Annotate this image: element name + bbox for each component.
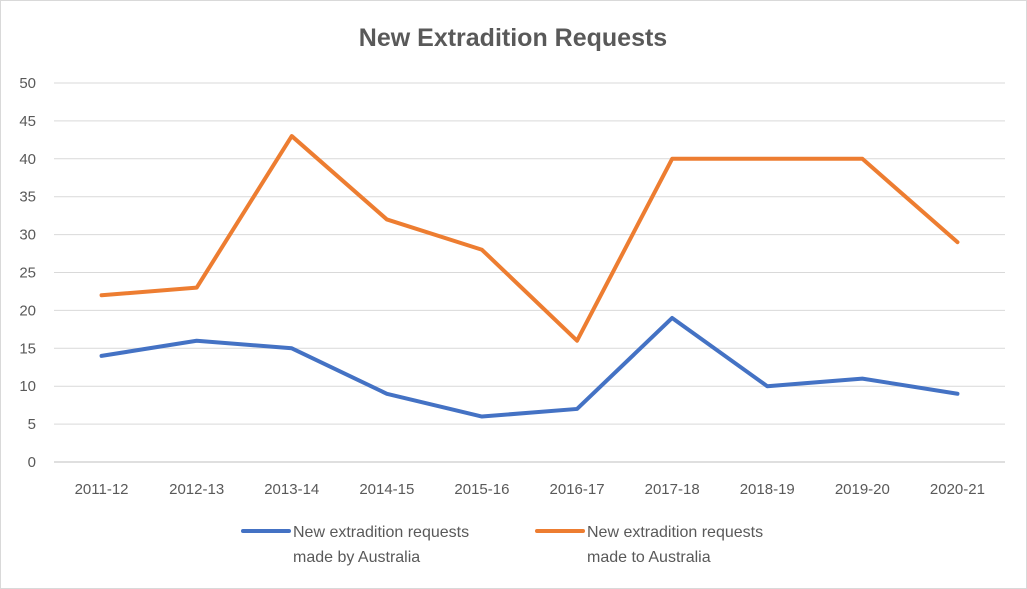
legend-label: made to Australia bbox=[587, 549, 711, 566]
series-line-2 bbox=[99, 134, 960, 343]
x-axis-ticks: 2011-12 2012-13 2013-14 2014-15 2015-16 2016-… bbox=[75, 481, 985, 498]
y-tick-label: 25 bbox=[19, 265, 36, 282]
x-tick-label: 2015-16 bbox=[454, 481, 509, 498]
legend-label: made by Australia bbox=[293, 549, 420, 566]
x-tick-label: 2011-12 bbox=[75, 481, 129, 498]
x-tick-label: 2017-18 bbox=[645, 481, 700, 498]
x-tick-label: 2019-20 bbox=[835, 481, 890, 498]
y-tick-label: 35 bbox=[19, 189, 36, 206]
gridlines bbox=[54, 82, 1005, 463]
x-tick-label: 2013-14 bbox=[264, 481, 319, 498]
x-tick-label: 2020-21 bbox=[930, 481, 985, 498]
legend-label: New extradition requests bbox=[587, 524, 763, 541]
y-tick-label: 30 bbox=[19, 227, 36, 244]
x-tick-label: 2016-17 bbox=[550, 481, 605, 498]
y-tick-label: 5 bbox=[28, 416, 36, 433]
y-axis-ticks: 0 5 10 15 20 25 30 35 40 45 50 bbox=[19, 75, 36, 471]
y-tick-label: 10 bbox=[19, 378, 36, 395]
x-tick-label: 2018-19 bbox=[740, 481, 795, 498]
y-tick-label: 45 bbox=[19, 113, 36, 130]
y-tick-label: 20 bbox=[19, 302, 36, 319]
legend-item-1: New extradition requests made by Australi… bbox=[241, 524, 469, 566]
legend: New extradition requests made by Australi… bbox=[241, 524, 763, 566]
x-tick-label: 2014-15 bbox=[359, 481, 414, 498]
series-lines bbox=[99, 134, 960, 419]
legend-label: New extradition requests bbox=[293, 524, 469, 541]
legend-item-2: New extradition requests made to Australi… bbox=[535, 524, 763, 566]
y-tick-label: 40 bbox=[19, 151, 36, 168]
y-tick-label: 50 bbox=[19, 75, 36, 92]
series-line-1 bbox=[99, 315, 960, 419]
y-tick-label: 0 bbox=[28, 454, 36, 471]
chart-title: New Extradition Requests bbox=[359, 24, 667, 52]
x-tick-label: 2012-13 bbox=[169, 481, 224, 498]
y-tick-label: 15 bbox=[19, 340, 36, 357]
